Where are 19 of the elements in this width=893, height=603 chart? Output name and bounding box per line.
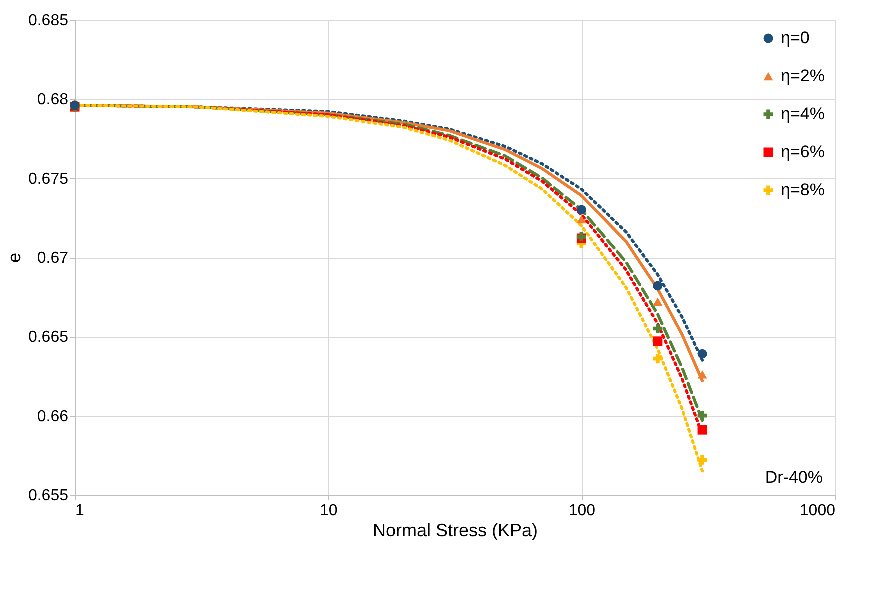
y-tick-label: 0.66 (37, 408, 69, 426)
y-tick-label: 0.685 (28, 12, 69, 30)
x-tick-label: 1000 (800, 502, 836, 520)
annotation: Dr-40% (765, 468, 823, 487)
y-tick-label: 0.655 (28, 488, 69, 504)
legend-label: η=2% (781, 66, 825, 86)
y-tick-label: 0.67 (37, 250, 69, 267)
x-tick-label: 10 (320, 502, 338, 520)
legend-label: η=8% (781, 180, 825, 200)
legend-label: η=6% (781, 142, 825, 162)
y-tick-label: 0.68 (37, 92, 69, 109)
y-axis-title: e (4, 252, 24, 264)
x-tick-label: 1 (76, 502, 84, 520)
x-axis-title: Normal Stress (KPa) (372, 520, 538, 540)
x-tick-label: 100 (568, 502, 596, 520)
legend-label: η=4% (781, 104, 825, 124)
y-tick-label: 0.665 (28, 329, 69, 346)
y-tick-label: 0.675 (28, 170, 69, 188)
legend-label: η=0 (781, 28, 810, 48)
